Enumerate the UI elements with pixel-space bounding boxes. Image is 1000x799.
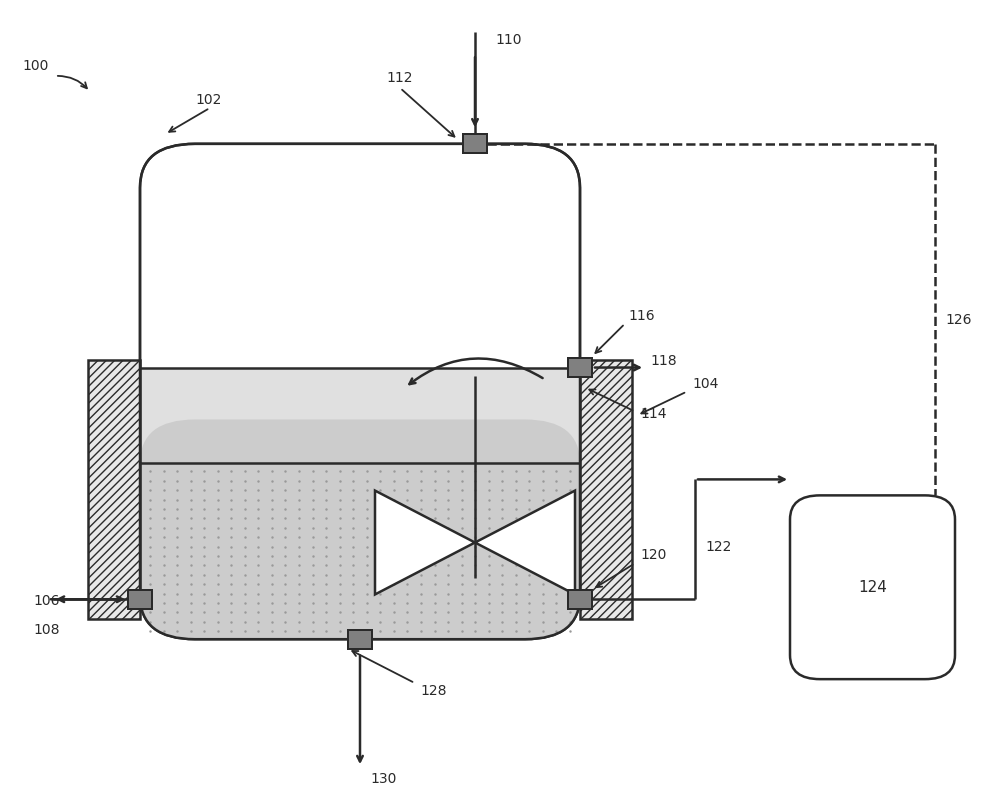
Text: 104: 104 [692, 376, 718, 391]
Bar [140, 368, 580, 463]
FancyArrowPatch shape [409, 359, 543, 384]
Bar [140, 463, 580, 479]
Polygon shape [375, 491, 475, 594]
Text: 120: 120 [640, 548, 666, 562]
Text: 106: 106 [33, 594, 60, 608]
Text: 118: 118 [650, 354, 677, 368]
Bar [128, 590, 152, 609]
Text: 112: 112 [387, 71, 413, 85]
Text: 124: 124 [858, 580, 887, 594]
Bar [88, 360, 140, 619]
Text: 100: 100 [22, 58, 48, 73]
Bar [348, 630, 372, 649]
FancyBboxPatch shape [140, 419, 580, 639]
Text: 128: 128 [420, 684, 446, 698]
Bar [568, 358, 592, 377]
Bar [463, 134, 487, 153]
Polygon shape [475, 491, 575, 594]
FancyBboxPatch shape [790, 495, 955, 679]
Text: 114: 114 [640, 407, 667, 421]
Text: 116: 116 [628, 308, 655, 323]
Text: 102: 102 [195, 93, 221, 107]
Bar [580, 360, 632, 619]
Text: 126: 126 [945, 312, 972, 327]
Bar [568, 590, 592, 609]
FancyBboxPatch shape [140, 144, 580, 639]
Text: 110: 110 [495, 33, 522, 47]
Text: 130: 130 [370, 772, 396, 786]
Text: 108: 108 [33, 622, 60, 637]
Text: 122: 122 [705, 540, 731, 555]
